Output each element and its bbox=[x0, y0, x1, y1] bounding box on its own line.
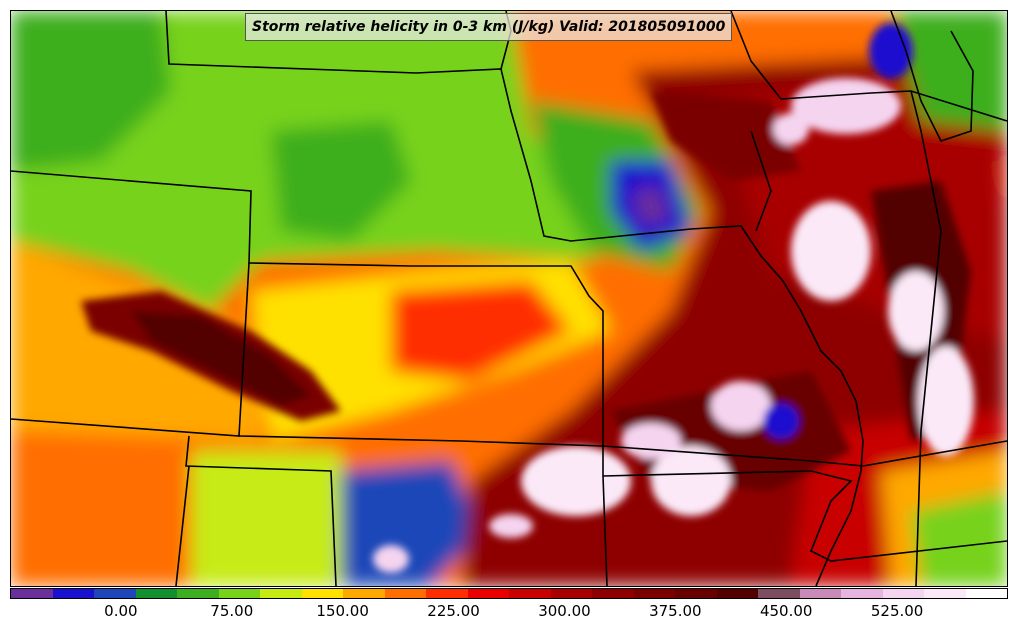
colorbar-segment bbox=[592, 589, 634, 598]
colorbar-tick-label: 225.00 bbox=[427, 602, 480, 620]
map-title: Storm relative helicity in 0-3 km (J/kg)… bbox=[245, 13, 733, 41]
colorbar-segment bbox=[218, 589, 260, 598]
colorbar-segment bbox=[882, 589, 924, 598]
colorbar-tick-label: 75.00 bbox=[210, 602, 254, 620]
colorbar-tick-label: 450.00 bbox=[759, 602, 813, 620]
state-boundaries bbox=[11, 11, 1007, 586]
colorbar-tick-label: 375.00 bbox=[649, 602, 702, 620]
colorbar-segment bbox=[343, 589, 385, 598]
colorbar-tick-label: 0.00 bbox=[104, 602, 138, 620]
colorbar-segment bbox=[260, 589, 302, 598]
colorbar-segment bbox=[11, 589, 53, 598]
colorbar-segment bbox=[841, 589, 883, 598]
colorbar-tick-label: 300.00 bbox=[538, 602, 591, 620]
colorbar-tick-label: 525.00 bbox=[870, 602, 924, 620]
colorbar-segment bbox=[675, 589, 717, 598]
colorbar-segment bbox=[799, 589, 841, 598]
colorbar-segment bbox=[467, 589, 509, 598]
colorbar-segment bbox=[716, 589, 758, 598]
colorbar-tick-label: 150.00 bbox=[316, 602, 369, 620]
colorbar-segment bbox=[758, 589, 800, 598]
colorbar-segment bbox=[135, 589, 177, 598]
colorbar-segment bbox=[94, 589, 136, 598]
colorbar bbox=[10, 588, 1008, 599]
colorbar-segment bbox=[426, 589, 468, 598]
colorbar-segment bbox=[177, 589, 219, 598]
colorbar-segment bbox=[924, 589, 966, 598]
field-detail bbox=[81, 23, 974, 573]
colorbar-segment bbox=[384, 589, 426, 598]
helicity-map bbox=[10, 10, 1008, 587]
colorbar-segment bbox=[509, 589, 551, 598]
colorbar-segment bbox=[52, 589, 94, 598]
colorbar-tick-labels: 0.00 75.00 150.00 225.00 300.00 375.00 450.00 5… bbox=[10, 602, 1008, 624]
colorbar-segment bbox=[550, 589, 592, 598]
colorbar-segment bbox=[301, 589, 343, 598]
helicity-field bbox=[11, 11, 1007, 586]
colorbar-segment bbox=[965, 589, 1007, 598]
colorbar-segment bbox=[633, 589, 675, 598]
